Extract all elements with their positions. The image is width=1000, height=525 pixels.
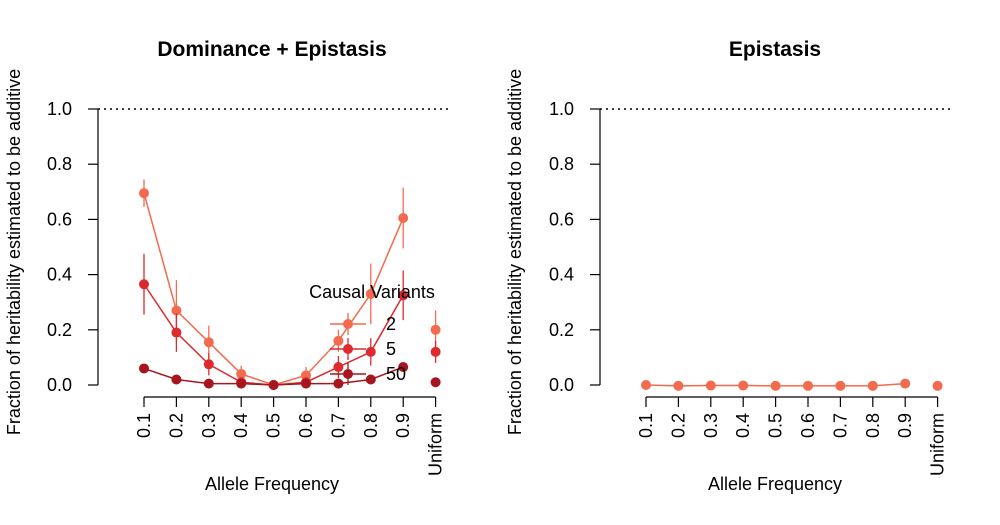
x-tick-label: 0.6 [798,413,818,438]
data-point [867,380,878,391]
x-tick-label: 0.1 [636,413,656,438]
data-point [171,305,182,316]
legend: Causal Variants 2 5 50 [309,282,435,385]
data-point [139,363,149,374]
data-point [430,346,441,357]
data-point [365,346,376,357]
y-tick-label: 0.4 [47,265,72,285]
data-point [430,324,441,335]
x-tick-label: 0.8 [863,413,883,438]
data-point [268,380,279,390]
legend-label: 50 [386,364,406,384]
x-axis-label: Allele Frequency [205,474,339,494]
data-point [398,213,409,224]
data-point [738,380,749,391]
data-point [333,378,344,389]
data-point [641,380,651,390]
x-tick-label: 0.7 [830,413,850,438]
legend-label: 2 [386,314,396,334]
data-point [430,377,441,388]
data-point [301,370,311,381]
data-point [333,362,344,373]
x-tick-label: Uniform [426,413,446,476]
x-tick-label: 0.9 [393,413,413,438]
y-axis-label: Fraction of heritability estimated to be… [505,69,525,435]
data-point [333,335,344,346]
data-point [236,378,247,389]
x-tick-label: 0.1 [134,413,154,438]
y-tick-label: 0.8 [47,154,72,174]
y-tick-label: 0.2 [47,320,72,340]
panel-dominance-epistasis: Dominance + Epistasis 0.0 0.2 0.4 0.6 0.8 1.0 F… [4,38,450,494]
data-point [139,279,149,290]
data-point [835,380,846,391]
y-tick-label: 0.2 [549,320,574,340]
data-point [900,378,911,389]
chart-title: Epistasis [729,38,821,61]
x-tick-label: 0.2 [166,413,186,438]
data-point [398,290,409,301]
x-tick-label: 0.9 [895,413,915,438]
data-point [932,380,943,391]
x-tick-label: 0.4 [231,413,251,438]
y-tick-label: 1.0 [549,99,574,119]
x-tick-label: 0.7 [328,413,348,438]
series-50 [139,362,441,390]
data-point [398,362,409,373]
data-point [770,380,781,391]
x-tick-label: 0.2 [668,413,688,438]
x-tick-label: 0.6 [296,413,316,438]
x-tick-label: 0.5 [264,413,284,438]
x-tick-label: 0.3 [199,413,219,438]
chart-title: Dominance + Epistasis [157,38,386,61]
data-point [365,288,376,299]
panel-epistasis: Epistasis 0.0 0.2 0.4 0.6 0.8 1.0 Fraction of h… [505,38,950,494]
data-point [203,359,214,370]
data-point [171,327,182,338]
data-point [203,337,214,348]
legend-label: 5 [386,339,396,359]
x-tick-label: 0.8 [361,413,381,438]
data-point [705,380,716,391]
legend-title: Causal Variants [309,282,435,302]
y-tick-label: 0.6 [47,209,72,229]
y-tick-label: 0.4 [549,265,574,285]
y-axis-label: Fraction of heritability estimated to be… [4,69,24,435]
x-tick-label: Uniform [928,413,948,476]
y-tick-label: 0.6 [549,209,574,229]
y-tick-label: 0.8 [549,154,574,174]
data-point [203,378,214,389]
data-point [673,380,684,391]
legend-swatch-point [343,369,353,379]
data-point [301,378,311,389]
y-tick-label: 1.0 [47,99,72,119]
y-tick-label: 0.0 [47,375,72,395]
x-tick-label: 0.4 [733,413,753,438]
legend-swatch-point [343,319,353,329]
x-tick-label: 0.5 [766,413,786,438]
x-tick-label: 0.3 [701,413,721,438]
data-point [803,380,813,391]
data-point [171,374,182,385]
data-point [139,188,149,199]
data-point [236,368,247,379]
legend-swatch-point [343,344,353,354]
series-2 [641,378,943,391]
x-axis-label: Allele Frequency [708,474,842,494]
y-tick-label: 0.0 [549,375,574,395]
data-point [365,374,376,385]
